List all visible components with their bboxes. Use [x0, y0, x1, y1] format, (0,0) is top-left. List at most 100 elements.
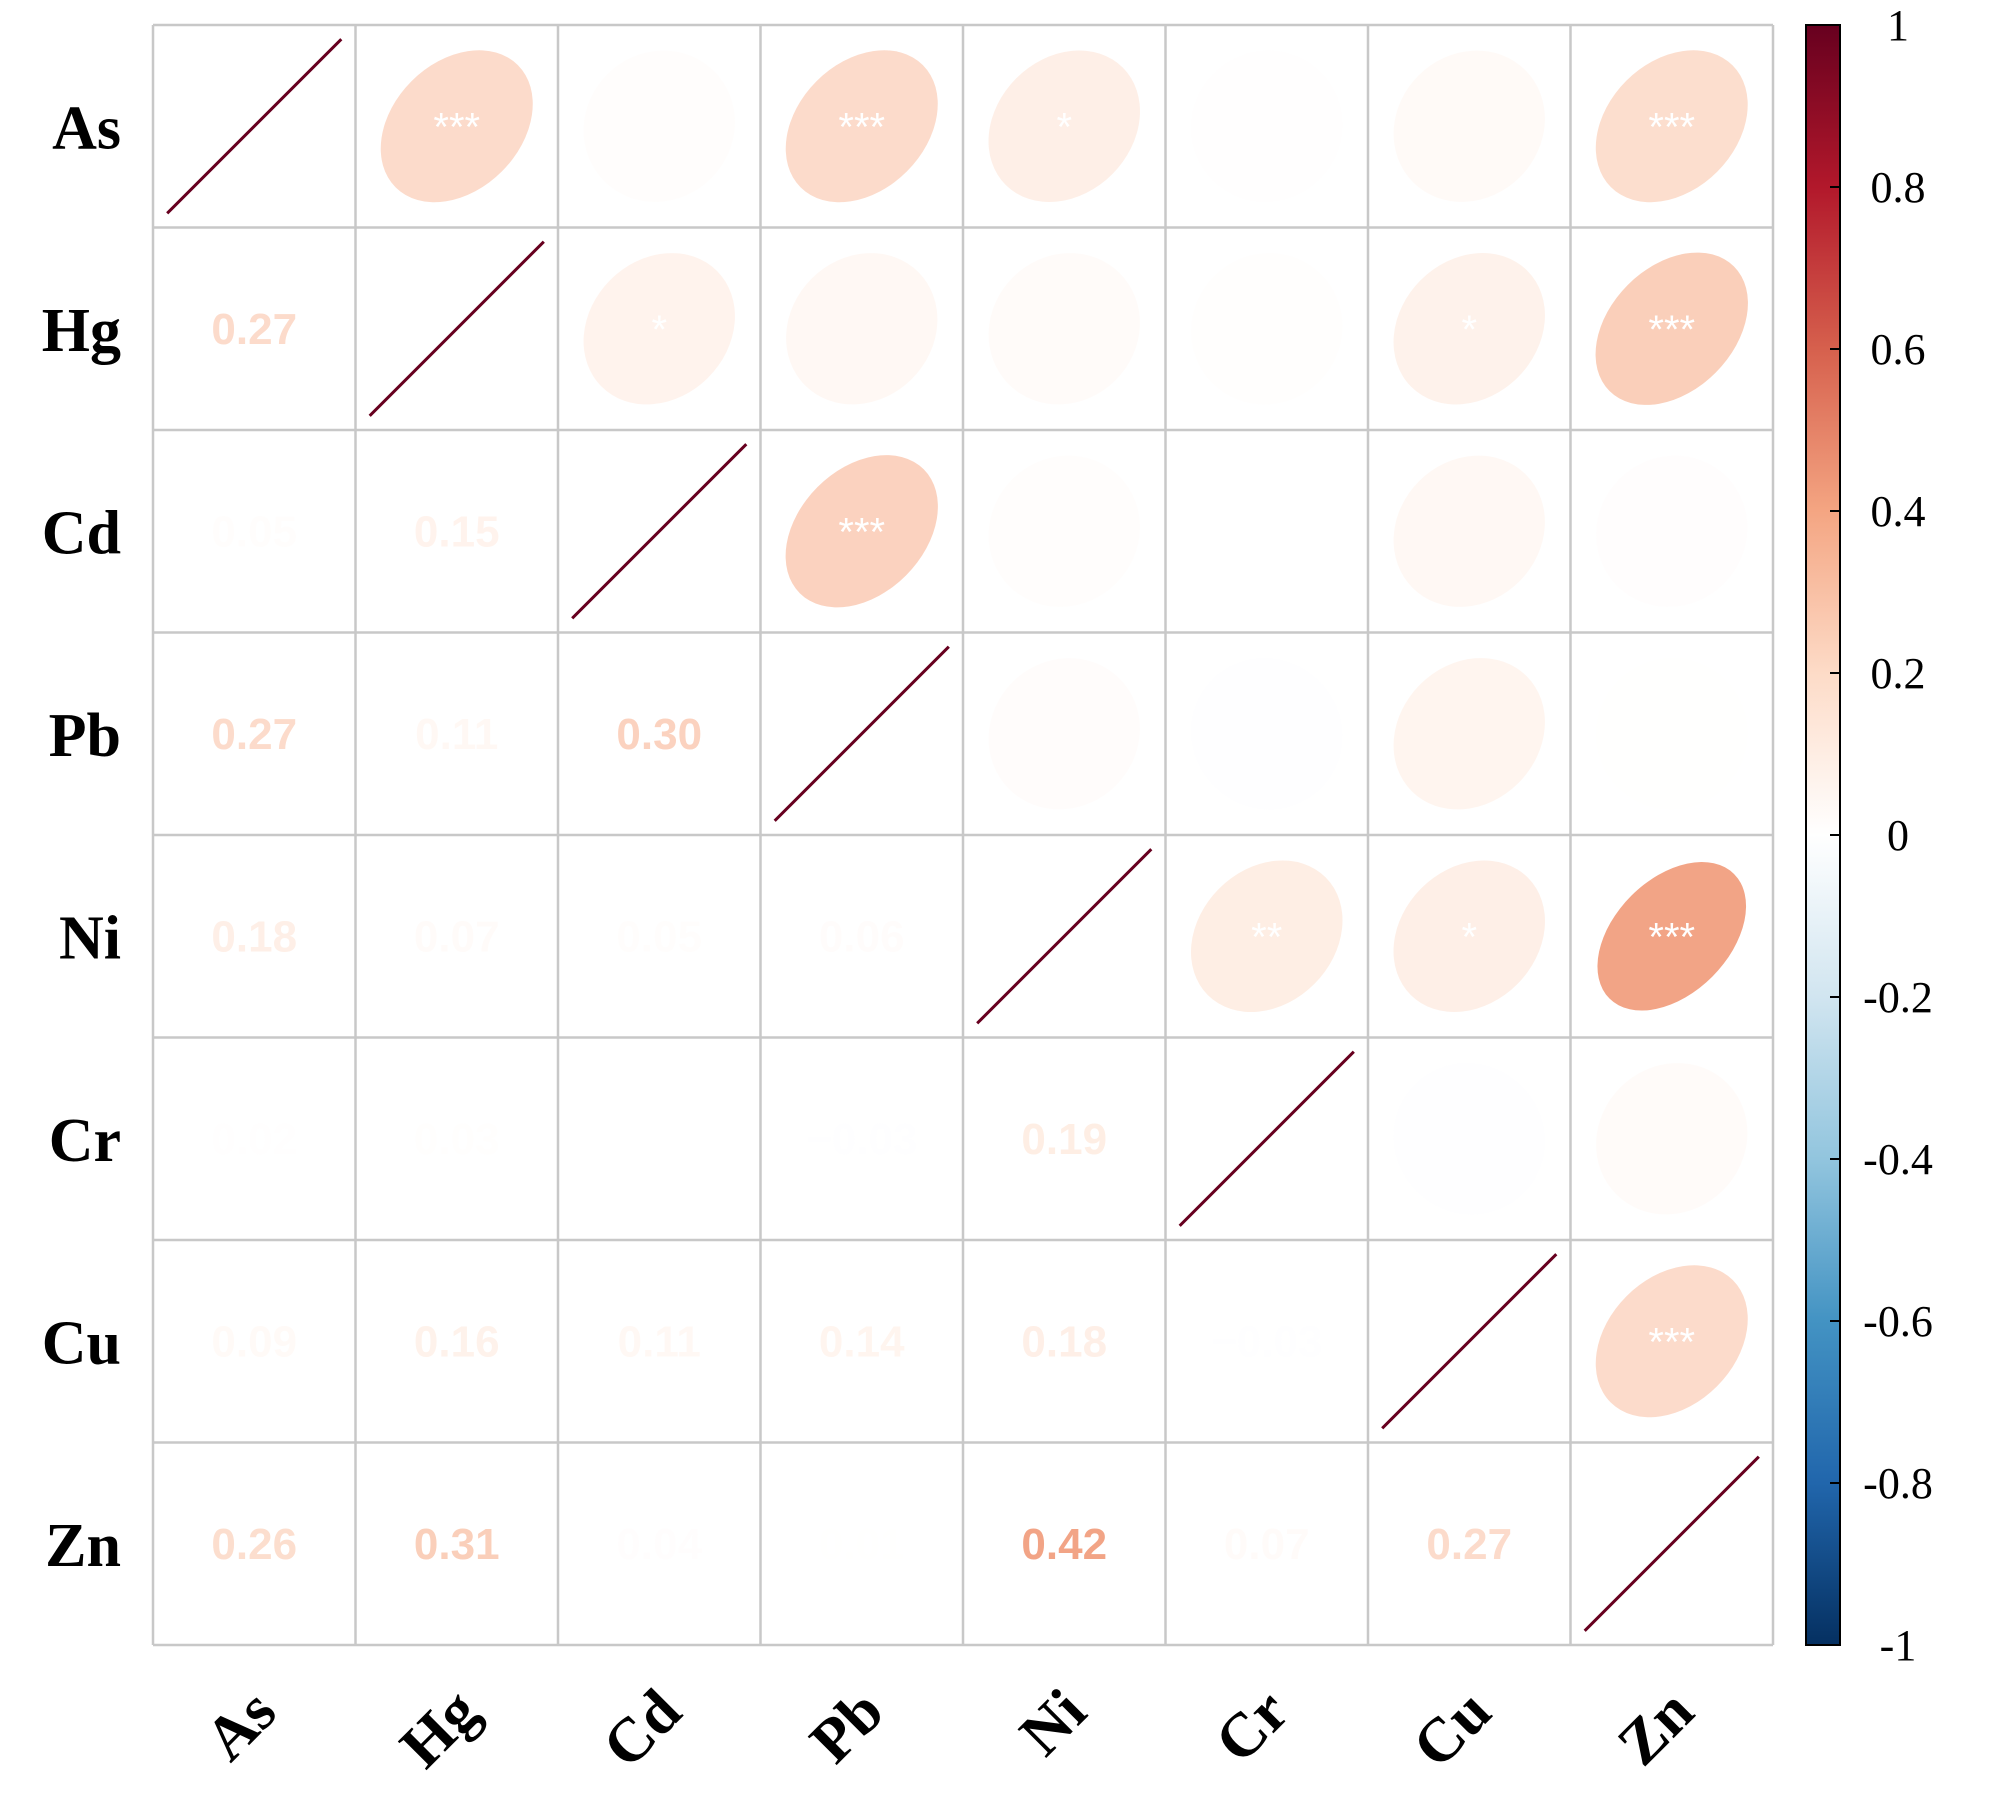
correlation-ellipse — [988, 658, 1140, 810]
ellipse-cell — [1191, 253, 1343, 405]
correlation-ellipse — [1393, 253, 1545, 405]
colorbar-tick-label: -1 — [1880, 1621, 1917, 1670]
correlation-value: 0.02 — [211, 1115, 297, 1164]
correlation-value: 0.18 — [211, 912, 297, 961]
correlation-value: 0.26 — [211, 1520, 297, 1569]
colorbar-tick-label: 0.6 — [1871, 325, 1926, 374]
colorbar-tick-label: -0.4 — [1863, 1135, 1933, 1184]
row-label: Pb — [49, 702, 121, 770]
ellipse-cell — [988, 253, 1140, 405]
colorbar-gradient — [1805, 24, 1841, 1646]
diagonal-line — [1381, 1253, 1558, 1430]
correlation-ellipse — [786, 253, 938, 405]
significance-mark: * — [1461, 308, 1477, 352]
colorbar-tick-label: 0.2 — [1871, 649, 1926, 698]
ellipse-cell — [1393, 658, 1545, 810]
correlation-value: 0.07 — [1224, 1520, 1310, 1569]
correlation-ellipse — [1190, 860, 1343, 1013]
diagonal-cell — [368, 240, 545, 417]
column-label: Ni — [1007, 1677, 1099, 1769]
diagonal-cell — [1178, 1050, 1355, 1227]
correlation-value: 0.14 — [819, 1317, 905, 1366]
column-label: Zn — [1605, 1677, 1707, 1779]
correlation-ellipse — [380, 50, 533, 203]
row-labels: As Hg Cd Pb Ni Cr Cu Zn — [42, 94, 121, 1580]
correlation-value: 0.30 — [616, 710, 702, 759]
ellipse-cell — [786, 253, 938, 405]
ellipse-cell: * — [1393, 860, 1545, 1012]
correlation-value: 0.11 — [618, 1317, 701, 1366]
correlation-value: 0.42 — [1021, 1520, 1107, 1569]
significance-mark: * — [1461, 915, 1477, 959]
ellipse-cell — [1393, 455, 1545, 607]
significance-mark: * — [1056, 105, 1072, 149]
colorbar-tick-label: 1 — [1887, 1, 1909, 50]
colorbar-tick-label: 0 — [1887, 811, 1909, 860]
ellipse-cell: * — [583, 253, 735, 405]
diagonal-line — [571, 443, 748, 620]
ellipse-cell: ** — [1190, 860, 1343, 1013]
correlation-value: −0.03 — [1211, 1317, 1322, 1366]
correlation-value: 0.05 — [616, 912, 702, 961]
correlation-ellipse — [1596, 1063, 1748, 1215]
correlation-cells: *** *** * ***0.27 * * ***0.05 0.15 ***0.27 0.11 0.… — [166, 38, 1760, 1632]
correlation-value: 0.19 — [1021, 1115, 1107, 1164]
correlation-value: 0.03 — [414, 1115, 500, 1164]
ellipse-cell — [583, 50, 735, 202]
diagonal-line — [1178, 1050, 1355, 1227]
ellipse-cell — [1596, 455, 1748, 607]
column-label: Hg — [388, 1677, 492, 1781]
ellipse-cell: *** — [785, 50, 938, 203]
correlation-value: 0.06 — [819, 912, 905, 961]
significance-mark: *** — [1648, 308, 1695, 352]
significance-mark: *** — [838, 105, 885, 149]
correlation-ellipse — [1393, 658, 1545, 810]
diagonal-cell — [773, 645, 950, 822]
diagonal-cell — [976, 848, 1153, 1025]
correlation-ellipse — [1191, 50, 1343, 202]
significance-mark: *** — [1648, 1320, 1695, 1364]
column-label: Cr — [1202, 1677, 1301, 1776]
ellipse-cell — [1596, 658, 1748, 810]
significance-mark: * — [651, 308, 667, 352]
ellipse-cell: *** — [785, 455, 938, 608]
row-label: Cr — [49, 1107, 121, 1175]
correlation-value: 0.09 — [211, 1317, 297, 1366]
colorbar-tick-label: 0.8 — [1871, 163, 1926, 212]
correlation-value: 0.16 — [414, 1317, 500, 1366]
correlation-ellipse — [1597, 861, 1747, 1011]
correlation-ellipse — [583, 50, 735, 202]
correlation-ellipse — [785, 50, 938, 203]
grid-lines — [151, 23, 1775, 1647]
colorbar-tick-label: -0.6 — [1863, 1297, 1933, 1346]
correlation-value: 0.31 — [414, 1520, 500, 1569]
correlation-ellipse — [1595, 252, 1748, 405]
correlation-ellipse — [988, 455, 1140, 607]
diagonal-line — [976, 848, 1153, 1025]
row-label: Cd — [42, 499, 121, 567]
correlation-value: 0.18 — [1021, 1317, 1107, 1366]
row-label: Hg — [42, 297, 121, 365]
correlation-ellipse — [785, 455, 938, 608]
ellipse-cell: * — [1393, 253, 1545, 405]
ellipse-cell — [1393, 50, 1545, 202]
ellipse-cell — [1596, 1063, 1748, 1215]
row-label: Ni — [59, 904, 121, 972]
correlation-ellipse — [1595, 1265, 1748, 1418]
significance-mark: *** — [1648, 915, 1695, 959]
ellipse-cell: *** — [1595, 1265, 1748, 1418]
color-legend: 1 0.8 0.6 0.4 0.2 0 -0.2 -0.4 -0.6 -0.8 -1 — [1805, 1, 1933, 1670]
correlation-ellipse — [1393, 50, 1545, 202]
correlation-value: 0.07 — [414, 912, 500, 961]
ellipse-cell: * — [988, 50, 1140, 202]
diagonal-line — [1583, 1455, 1760, 1632]
ellipse-cell: *** — [1595, 252, 1748, 405]
ellipse-cell — [1190, 455, 1343, 608]
correlation-ellipse — [1191, 658, 1343, 810]
correlation-ellipse — [988, 50, 1140, 202]
colorbar-tick-label: -0.8 — [1863, 1459, 1933, 1508]
ellipse-cell — [1191, 50, 1343, 202]
diagonal-cell — [1583, 1455, 1760, 1632]
ellipse-cell — [1393, 1063, 1545, 1215]
